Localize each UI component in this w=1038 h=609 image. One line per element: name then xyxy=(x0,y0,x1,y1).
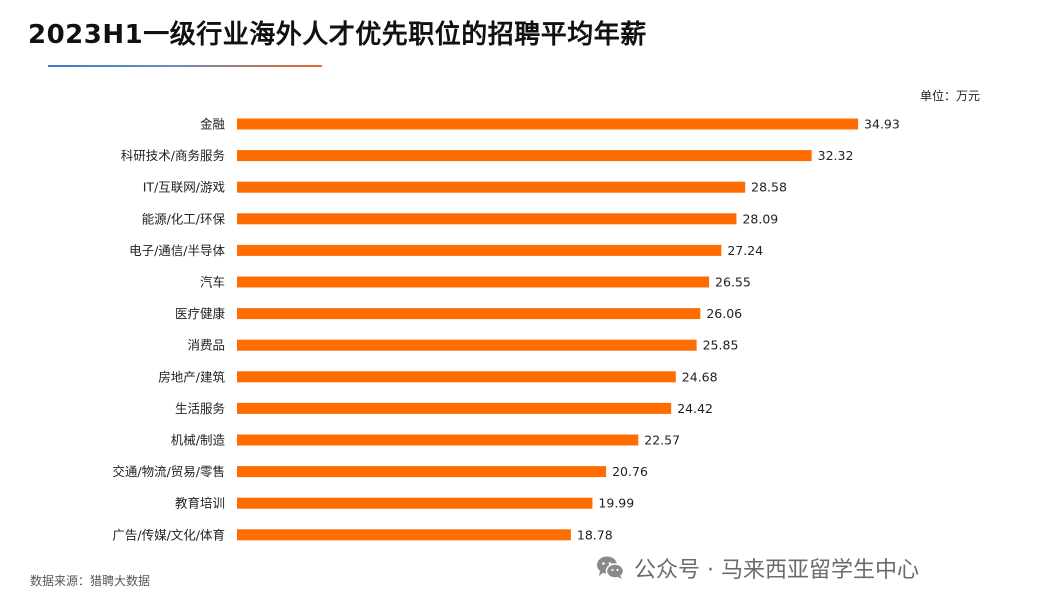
bar xyxy=(237,497,593,509)
value-label: 22.57 xyxy=(644,433,680,448)
data-source: 数据来源：猎聘大数据 xyxy=(30,574,151,588)
bar xyxy=(237,339,697,351)
category-label: 交通/物流/贸易/零售 xyxy=(112,464,225,479)
category-label: 机械/制造 xyxy=(171,433,226,448)
value-label: 20.76 xyxy=(612,464,648,479)
category-label: 广告/传媒/文化/体育 xyxy=(112,527,225,542)
bar xyxy=(237,371,676,383)
bar xyxy=(237,434,639,446)
value-label: 28.09 xyxy=(742,211,778,226)
value-label: 24.42 xyxy=(677,401,713,416)
watermark: 公众号 · 马来西亚留学生中心 xyxy=(596,552,919,584)
value-label: 34.93 xyxy=(864,117,900,132)
value-label: 28.58 xyxy=(751,180,787,195)
unit-label: 单位：万元 xyxy=(919,89,980,103)
bar xyxy=(237,276,710,288)
category-label: 电子/通信/半导体 xyxy=(129,243,225,258)
wechat-icon xyxy=(597,556,624,579)
category-label: 能源/化工/环保 xyxy=(142,211,226,226)
category-label: 汽车 xyxy=(200,275,225,290)
bar xyxy=(237,402,672,414)
chart-title: 2023H1一级行业海外人才优先职位的招聘平均年薪 xyxy=(28,20,647,50)
category-label: 教育培训 xyxy=(175,496,225,511)
category-label: 医疗健康 xyxy=(175,306,226,321)
category-label: 金融 xyxy=(200,117,226,132)
bar xyxy=(237,529,571,541)
value-label: 27.24 xyxy=(727,243,763,258)
bar xyxy=(237,308,701,320)
value-label: 19.99 xyxy=(598,496,634,511)
bar xyxy=(237,181,746,193)
value-label: 24.68 xyxy=(682,369,718,384)
value-label: 32.32 xyxy=(818,148,854,163)
title-underline xyxy=(48,65,322,67)
bar xyxy=(237,244,722,256)
category-label: 房地产/建筑 xyxy=(158,369,225,384)
value-label: 26.55 xyxy=(715,275,751,290)
category-label: 消费品 xyxy=(187,338,225,353)
bar xyxy=(237,466,607,478)
bar xyxy=(237,213,737,225)
value-label: 26.06 xyxy=(706,306,742,321)
bar xyxy=(237,150,812,162)
category-label: 生活服务 xyxy=(175,401,225,416)
bar xyxy=(237,118,859,130)
category-label: IT/互联网/游戏 xyxy=(143,180,225,195)
category-label: 科研技术/商务服务 xyxy=(121,148,225,163)
value-label: 25.85 xyxy=(703,338,739,353)
value-label: 18.78 xyxy=(577,527,613,542)
watermark-text: 公众号 · 马来西亚留学生中心 xyxy=(634,558,919,583)
